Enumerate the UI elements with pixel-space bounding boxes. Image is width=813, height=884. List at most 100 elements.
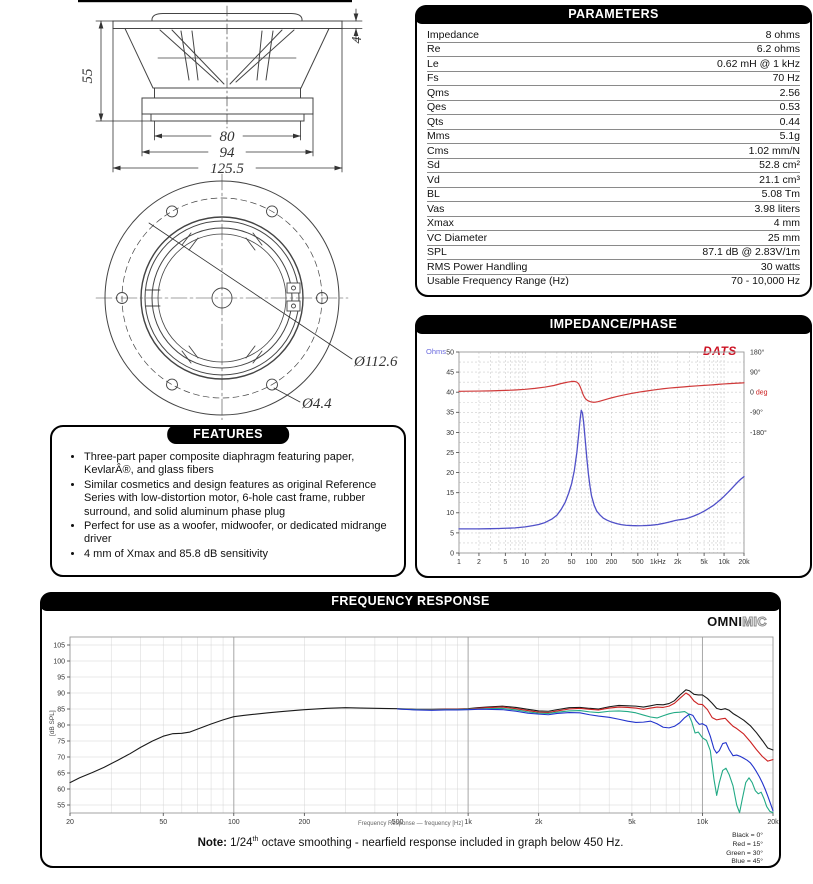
note-text: th (252, 836, 259, 843)
series-response-15deg (397, 692, 774, 762)
y-tick-label: 10 (446, 510, 454, 517)
front-view (95, 173, 349, 420)
parameter-label: Mms (427, 130, 450, 143)
x-tick-label: 200 (606, 559, 618, 566)
side-view (112, 5, 343, 129)
parameter-value: 30 watts (760, 260, 800, 273)
parameter-row: Xmax 4 mm (427, 217, 800, 231)
parameter-row: Fs 70 Hz (427, 72, 800, 86)
chart-caption: Frequency Response — frequency [Hz] (357, 821, 464, 827)
dim-flange-4: 4 (350, 37, 365, 44)
x-tick-label: 1 (457, 559, 461, 566)
feature-item: Similar cosmetics and design features as… (84, 479, 396, 519)
angle-legend: Black = 0° Red = 15° Green = 30° Blue = 45° (726, 832, 763, 867)
parameter-value: 2.56 (779, 86, 800, 99)
label-cutout-diameter: Ø112.6 (353, 354, 398, 370)
y-tick-label: 100 (53, 658, 65, 665)
parameter-value: 21.1 cm³ (759, 173, 800, 186)
driver-technical-drawing: 55 4 80 94 125.5 (78, 0, 398, 420)
parameter-row: Qts 0.44 (427, 115, 800, 130)
legend-entry: Green = 30° (726, 849, 763, 857)
x-tick-label: 20 (541, 559, 549, 566)
front-view-leaders (148, 222, 353, 403)
parameters-table: Impedance 8 ohms Re 6.2 ohms Le 0.62 mH @ 1 k… (427, 28, 800, 288)
x-tick-label: 5k (700, 559, 708, 566)
parameter-label: Xmax (427, 217, 454, 230)
parameter-value: 0.62 mH @ 1 kHz (716, 57, 800, 70)
series-response-45deg (397, 708, 774, 812)
parameter-label: SPL (427, 246, 447, 259)
x-tick-label: 1k (464, 819, 472, 826)
parameter-value: 87.1 dB @ 2.83V/1m (702, 246, 800, 259)
frequency-response-panel: FREQUENCY RESPONSE OMNIMIC [dB SPL] 20 50… (40, 592, 781, 868)
parameter-value: 5.08 Tm (761, 188, 800, 201)
parameter-label: Qes (427, 101, 447, 114)
front-view-holes (116, 205, 328, 391)
parameter-row: SPL 87.1 dB @ 2.83V/1m (427, 246, 800, 260)
parameter-label: Vd (427, 173, 440, 186)
feature-item: 4 mm of Xmax and 85.8 dB sensitivity (84, 548, 396, 561)
parameter-value: 70 - 10,000 Hz (731, 275, 800, 288)
y-tick-label: 45 (446, 370, 454, 377)
label-hole-diameter: Ø4.4 (301, 396, 332, 412)
front-view-clips (145, 232, 301, 364)
parameter-row: Le 0.62 mH @ 1 kHz (427, 57, 800, 72)
parameter-row: VC Diameter 25 mm (427, 231, 800, 246)
y-tick-label: 40 (446, 390, 454, 397)
y-tick-label: 70 (57, 754, 65, 761)
parameter-label: RMS Power Handling (427, 260, 528, 273)
x-tick-label: 20k (767, 819, 779, 826)
x-tick-label: 10k (697, 819, 709, 826)
note-text: Note: (197, 836, 227, 849)
x-tick-label: 100 (228, 819, 240, 826)
series-phase-deg (458, 380, 745, 403)
parameter-label: Fs (427, 72, 439, 85)
legend-entry: Blue = 45° (731, 858, 763, 866)
x-tick-label: 2 (477, 559, 481, 566)
parameter-value: 6.2 ohms (756, 43, 800, 56)
parameter-label: VC Diameter (427, 231, 488, 244)
y-tick-label: 50 (446, 349, 454, 356)
y-tick-label: 65 (57, 770, 65, 777)
impedance-phase-panel: IMPEDANCE/PHASE Ohms DATS 1 2 5 10 20 50 100 20… (415, 315, 812, 578)
right-tick-label: 90° (750, 369, 761, 377)
parameter-label: Qms (427, 86, 450, 99)
parameter-label: Vas (427, 202, 445, 215)
y-tick-label: 20 (446, 470, 454, 477)
y-tick-label: 0 (450, 550, 454, 557)
y-tick-label: 25 (446, 450, 454, 457)
parameter-label: Usable Frequency Range (Hz) (427, 275, 569, 288)
parameter-row: Re 6.2 ohms (427, 43, 800, 57)
features-header: FEATURES (167, 425, 289, 444)
x-tick-label: 1kHz (650, 559, 666, 566)
legend-entry: Black = 0° (732, 832, 763, 839)
parameter-value: 25 mm (767, 231, 800, 244)
y-tick-label: 80 (57, 722, 65, 729)
feature-item: Three-part paper composite diaphragm fea… (84, 451, 396, 478)
x-tick-label: 20k (738, 559, 750, 566)
parameter-value: 0.44 (779, 115, 800, 128)
x-tick-label: 50 (159, 819, 167, 826)
right-tick-label: -90° (750, 409, 763, 417)
right-tick-label: 180° (750, 348, 765, 356)
parameter-row: Mms 5.1g (427, 130, 800, 144)
parameters-header: PARAMETERS (415, 5, 812, 24)
parameter-row: BL 5.08 Tm (427, 188, 800, 202)
x-tick-label: 100 (586, 559, 598, 566)
x-tick-label: 10 (521, 559, 529, 566)
features-list-wrap: Three-part paper composite diaphragm fea… (64, 451, 396, 562)
y-tick-label: 35 (446, 410, 454, 417)
parameter-row: Qes 0.53 (427, 101, 800, 115)
y-tick-label: 60 (57, 786, 65, 793)
impedance-phase-chart: 1 2 5 10 20 50 100 200 500 1kHz 2k 5k 10k 20k05101520… (446, 348, 767, 566)
parameter-row: Cms 1.02 mm/N (427, 144, 800, 159)
y-tick-label: 85 (57, 706, 65, 713)
ohms-axis-label: Ohms (426, 347, 447, 356)
y-tick-label: 105 (53, 642, 65, 649)
parameter-value: 8 ohms (765, 28, 800, 41)
y-tick-label: 90 (57, 690, 65, 697)
y-tick-label: 95 (57, 674, 65, 681)
parameter-row: Usable Frequency Range (Hz) 70 - 10,000 H… (427, 275, 800, 289)
x-tick-label: 200 (298, 819, 310, 826)
